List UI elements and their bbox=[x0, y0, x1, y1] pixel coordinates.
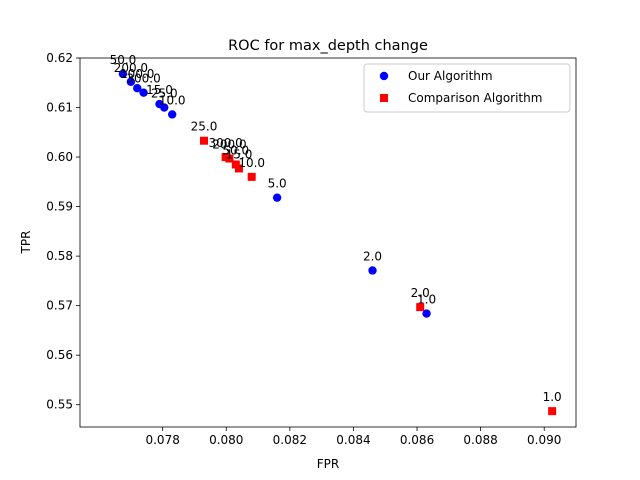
data-point-circle bbox=[139, 88, 148, 97]
data-point-label: 50.0 bbox=[110, 53, 137, 67]
data-point-label: 25.0 bbox=[191, 120, 218, 134]
data-point-label: 1.0 bbox=[417, 293, 436, 307]
legend-marker-square bbox=[380, 94, 388, 102]
data-point-label: 15.0 bbox=[146, 83, 173, 97]
data-point-label: 200.0 bbox=[212, 138, 246, 152]
y-tick-label: 0.57 bbox=[46, 299, 73, 313]
y-tick-label: 0.60 bbox=[46, 150, 73, 164]
y-tick-label: 0.55 bbox=[46, 398, 73, 412]
x-axis-ticks: 0.078 0.080 0.082 0.084 0.086 0.088 0.090 bbox=[145, 427, 561, 447]
data-point-label: 10.0 bbox=[159, 93, 186, 107]
data-point-circle bbox=[368, 266, 377, 275]
legend-marker-circle bbox=[379, 71, 389, 81]
y-tick-label: 0.61 bbox=[46, 101, 73, 115]
y-tick-label: 0.59 bbox=[46, 200, 73, 214]
x-tick-label: 0.090 bbox=[527, 433, 561, 447]
data-point-circle bbox=[160, 103, 169, 112]
plot-area: 50.0200.0100.0300.015.025.010.05.02.01.0… bbox=[79, 53, 577, 428]
data-point-circle bbox=[272, 193, 282, 202]
y-tick-label: 0.62 bbox=[46, 51, 73, 65]
data-point-square bbox=[416, 303, 425, 312]
y-tick-label: 0.56 bbox=[46, 348, 73, 362]
data-point-label: 300.0 bbox=[126, 72, 160, 86]
data-point-label: 1.0 bbox=[543, 390, 562, 404]
data-point-square bbox=[247, 172, 256, 181]
data-point-square bbox=[548, 407, 557, 416]
legend-label: Our Algorithm bbox=[408, 69, 493, 83]
data-point-circle bbox=[133, 84, 142, 93]
legend-box bbox=[363, 63, 571, 113]
data-point-label: 15.0 bbox=[226, 147, 253, 161]
x-axis-title: FPR bbox=[317, 457, 339, 471]
axes-frame bbox=[79, 57, 577, 428]
x-tick-label: 0.084 bbox=[336, 433, 370, 447]
data-point-label: 5.0 bbox=[268, 177, 287, 191]
data-point-label: 200.0 bbox=[114, 61, 148, 75]
data-point-label: 50.0 bbox=[222, 143, 249, 157]
x-tick-label: 0.080 bbox=[209, 433, 243, 447]
y-axis-ticks: 0.55 0.56 0.57 0.58 0.59 0.60 0.61 0.62 bbox=[46, 51, 80, 412]
data-point-label: 25.0 bbox=[151, 87, 178, 101]
data-point-square bbox=[234, 164, 243, 173]
x-tick-label: 0.078 bbox=[145, 433, 179, 447]
data-point-square bbox=[200, 136, 208, 145]
data-point-label: 100.0 bbox=[120, 67, 154, 81]
data-point-circle bbox=[422, 309, 431, 318]
x-tick-label: 0.086 bbox=[400, 433, 434, 447]
y-tick-label: 0.58 bbox=[46, 249, 73, 263]
data-point-label: 10.0 bbox=[238, 156, 265, 170]
legend: Our Algorithm Comparison Algorithm bbox=[363, 63, 571, 113]
data-point-circle bbox=[126, 77, 136, 86]
x-tick-label: 0.088 bbox=[463, 433, 497, 447]
data-point-label: 2.0 bbox=[363, 249, 382, 263]
data-point-square bbox=[225, 154, 234, 163]
x-tick-label: 0.082 bbox=[273, 433, 307, 447]
data-point-label: 2.0 bbox=[411, 286, 430, 300]
legend-label: Comparison Algorithm bbox=[408, 91, 542, 105]
data-point-circle bbox=[118, 69, 128, 79]
y-axis-title: TPR bbox=[19, 231, 33, 255]
data-point-label: 300.0 bbox=[208, 136, 242, 150]
data-point-circle bbox=[168, 110, 177, 119]
chart-title: ROC for max_depth change bbox=[228, 38, 428, 54]
